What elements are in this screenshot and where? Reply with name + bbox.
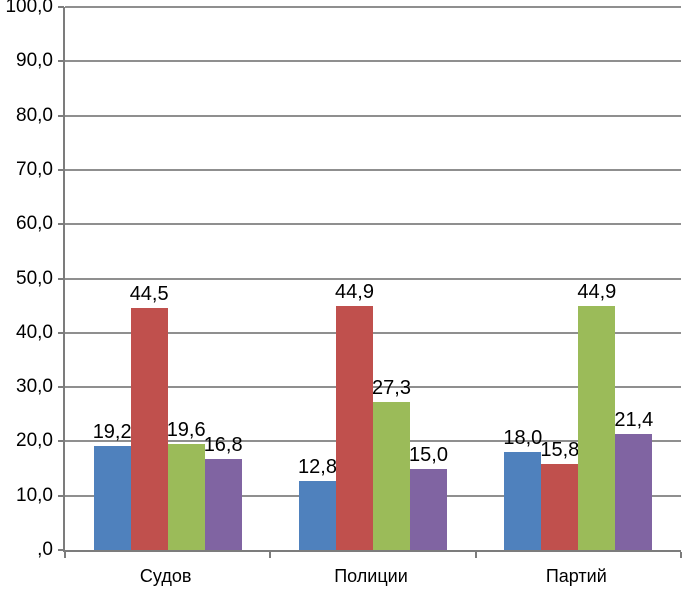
bar-cat3-series1: 18,0 — [503, 427, 542, 550]
bar-group-1: 19,2 44,5 19,6 16,8 — [65, 7, 270, 550]
bar-value-label: 19,2 — [92, 420, 132, 443]
y-tick-30 — [58, 386, 64, 389]
bar-cat2-series3: 27,3 — [372, 377, 411, 550]
y-tick-100 — [58, 6, 64, 8]
category-label-2: Полиции — [334, 566, 408, 586]
y-axis-tick-label: 20,0 — [16, 430, 53, 452]
x-axis-category-labels: Судов Полиции Партий — [63, 564, 679, 588]
gridline-40 — [65, 331, 681, 334]
bar-cat2-series1: 12,8 — [298, 456, 337, 550]
bar-value-label: 16,8 — [203, 433, 243, 456]
x-tick-0 — [64, 552, 66, 558]
bar-cat1-series1: 19,2 — [93, 421, 132, 550]
y-axis-tick-label: 100,0 — [5, 0, 53, 17]
gridline-60 — [65, 223, 681, 226]
y-tick-20 — [58, 440, 64, 443]
y-tick-10 — [58, 494, 64, 497]
bar-group-3: 18,0 15,8 44,9 21,4 — [476, 7, 681, 550]
gridline-100 — [65, 6, 681, 8]
y-axis-tick-label: 90,0 — [16, 50, 53, 72]
bar-value-label: 44,9 — [577, 281, 617, 304]
x-tick-1 — [269, 552, 272, 558]
bar-value-label: 44,9 — [335, 281, 374, 304]
y-axis-tick-label: 80,0 — [16, 104, 53, 126]
gridline-80 — [65, 114, 681, 117]
bar-cat2-series2: 44,9 — [335, 281, 374, 550]
y-tick-80 — [58, 114, 64, 117]
category-label-1: Судов — [139, 566, 192, 586]
bar-value-label: 15,0 — [409, 443, 448, 466]
bar-value-label: 44,5 — [129, 283, 169, 306]
y-axis-tick-label: 60,0 — [16, 213, 53, 235]
y-tick-70 — [58, 168, 64, 171]
bar-value-label: 15,8 — [540, 439, 580, 462]
y-axis-tick-label: 40,0 — [16, 321, 53, 343]
bar-group-2: 12,8 44,9 27,3 15,0 — [270, 7, 475, 550]
y-axis-tick-label: 10,0 — [16, 484, 53, 506]
category-label-3: Партий — [545, 566, 607, 586]
bar-value-label: 27,3 — [372, 376, 411, 399]
y-tick-40 — [58, 331, 64, 334]
gridline-70 — [65, 168, 681, 171]
gridline-50 — [65, 277, 681, 280]
bar-value-label: 19,6 — [166, 418, 206, 441]
y-tick-50 — [58, 277, 64, 280]
plot-area: 19,2 44,5 19,6 16,8 12,8 44,9 27,3 15,0 18,0 15,8… — [58, 6, 682, 558]
gridline-30 — [65, 386, 681, 389]
bar-value-label: 18,0 — [503, 427, 543, 450]
bar-cat1-series2: 44,5 — [130, 283, 169, 550]
y-axis-labels: ,0 10,0 20,0 30,0 40,0 50,0 60,0 70,0 80,0 90,0 10… — [0, 0, 53, 560]
x-tick-3 — [680, 552, 682, 558]
bar-cat1-series4: 16,8 — [204, 434, 243, 550]
bar-cat3-series2: 15,8 — [540, 439, 579, 550]
bar-cat3-series3: 44,9 — [577, 281, 616, 550]
bar-value-label: 12,8 — [298, 455, 337, 478]
bar-cat1-series3: 19,6 — [167, 419, 206, 550]
bar-groups: 19,2 44,5 19,6 16,8 12,8 44,9 27,3 15,0 18,0 15,8… — [65, 7, 681, 550]
bar-value-label: 21,4 — [614, 408, 654, 431]
bar-cat2-series4: 15,0 — [409, 444, 448, 550]
y-axis-tick-label: ,0 — [37, 539, 53, 560]
x-tick-2 — [474, 552, 477, 558]
y-axis-tick-label: 70,0 — [16, 158, 53, 180]
y-tick-60 — [58, 223, 64, 226]
y-tick-0 — [58, 549, 64, 551]
y-axis-tick-label: 30,0 — [16, 376, 53, 398]
bar-cat3-series4: 21,4 — [614, 409, 653, 550]
y-tick-90 — [58, 60, 64, 63]
gridline-90 — [65, 60, 681, 63]
y-axis-tick-label: 50,0 — [16, 267, 53, 289]
